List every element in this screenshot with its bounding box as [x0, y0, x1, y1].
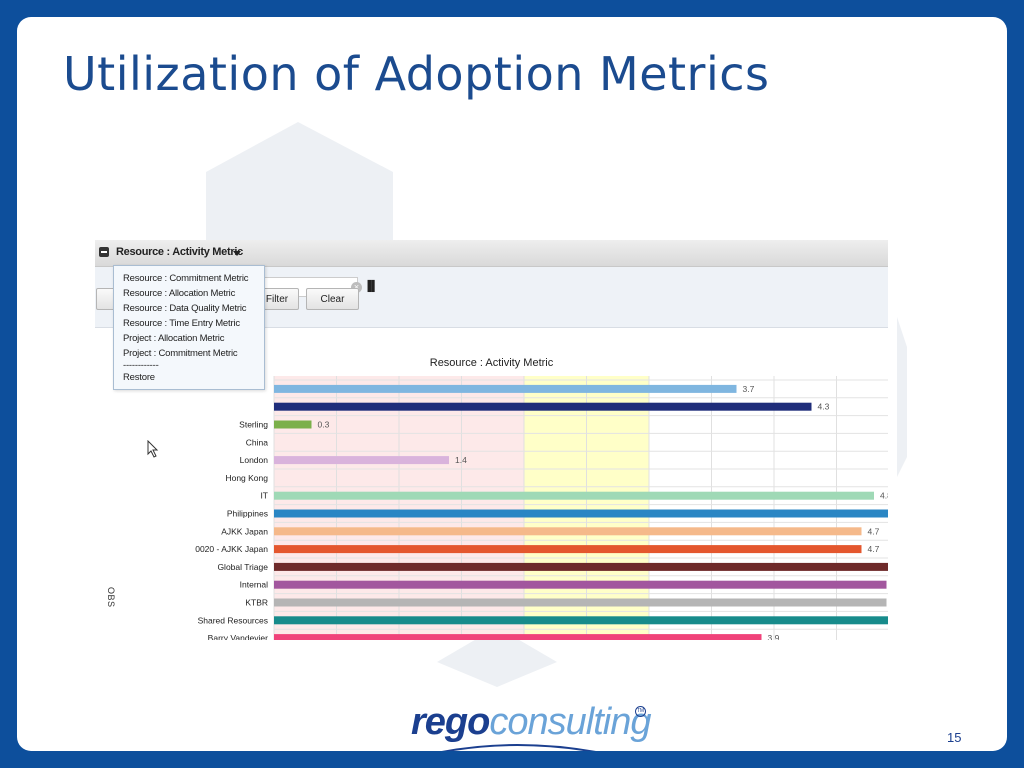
bar-chart: 3.7 4.3 Sterling 0.3 China London 1.4 Hong Kong…: [195, 376, 888, 640]
bar-value-label: 4.7: [868, 544, 880, 554]
bar-value-label: 3.7: [743, 384, 755, 394]
clear-button[interactable]: Clear: [306, 288, 359, 310]
bar-value-label: 3.9: [768, 633, 780, 640]
logo-rego: rego: [411, 701, 490, 743]
logo-swoosh: [441, 744, 596, 751]
dropdown-item[interactable]: Restore: [123, 372, 155, 383]
category-label: IT: [260, 491, 268, 501]
page-number: 15: [947, 730, 962, 745]
logo-text: regoconsulting: [411, 700, 651, 744]
collapse-icon[interactable]: [99, 247, 109, 257]
bar-value-label: 4.8: [880, 491, 888, 501]
clear-x-icon[interactable]: ×: [351, 282, 362, 293]
bar: [274, 420, 312, 429]
bar: [274, 384, 737, 393]
bar: [274, 491, 874, 500]
activity-metric-portlet: Resource : Activity Metric × ▐▌ Filter C…: [95, 240, 888, 640]
portlet-header[interactable]: Resource : Activity Metric: [95, 240, 888, 267]
bar: [274, 545, 862, 554]
bar-value-label: 1.4: [455, 455, 467, 465]
caret-down-icon[interactable]: [233, 251, 241, 256]
category-label: Shared Resources: [198, 615, 268, 625]
bar-value-label: 0.3: [318, 420, 330, 430]
category-label: Internal: [240, 580, 268, 590]
dropdown-list: Resource : Commitment Metric Resource : A…: [114, 271, 264, 385]
chart-title: Resource : Activity Metric: [429, 357, 554, 369]
slide: Utilization of Adoption Metrics Resource…: [17, 17, 1007, 751]
bar: [274, 456, 449, 465]
category-label: AJKK Japan: [221, 526, 268, 536]
binoculars-icon[interactable]: ▐▌: [364, 281, 379, 292]
bar-value-label: 4.3: [818, 402, 830, 412]
dropdown-separator: ------------: [123, 360, 159, 371]
category-label: China: [246, 437, 268, 447]
dropdown-item[interactable]: Project : Commitment Metric: [123, 348, 238, 359]
metric-dropdown-menu: Resource : Commitment Metric Resource : A…: [113, 265, 265, 390]
bar: [274, 562, 888, 571]
category-label: Philippines: [227, 509, 268, 519]
trademark-icon: TM: [635, 706, 646, 717]
y-axis-label: OBS: [106, 587, 116, 608]
dropdown-item[interactable]: Resource : Allocation Metric: [123, 288, 236, 299]
bar: [274, 598, 887, 607]
dropdown-item[interactable]: Resource : Data Quality Metric: [123, 303, 247, 314]
category-label: 0020 - AJKK Japan: [195, 544, 268, 554]
dropdown-item[interactable]: Resource : Commitment Metric: [123, 273, 249, 284]
bar: [274, 634, 762, 640]
bar: [274, 616, 888, 625]
portlet-title[interactable]: Resource : Activity Metric: [116, 246, 243, 258]
category-label: Global Triage: [217, 562, 268, 572]
category-label: Hong Kong: [225, 473, 268, 483]
category-label: Sterling: [239, 420, 268, 430]
bar: [274, 402, 812, 411]
bar: [274, 580, 887, 589]
category-label: KTBR: [245, 598, 268, 608]
category-label: London: [240, 455, 269, 465]
rego-consulting-logo: regoconsulting TM: [395, 700, 655, 751]
logo-consulting: consulting: [489, 701, 651, 743]
dropdown-item[interactable]: Project : Allocation Metric: [123, 333, 225, 344]
bar: [274, 527, 862, 536]
bar-value-label: 4.7: [868, 526, 880, 536]
bar: [274, 509, 888, 518]
mouse-cursor-icon: [147, 440, 159, 458]
category-label: Barry Vandevier: [208, 633, 268, 640]
slide-title: Utilization of Adoption Metrics: [63, 47, 770, 101]
dropdown-item[interactable]: Resource : Time Entry Metric: [123, 318, 240, 329]
